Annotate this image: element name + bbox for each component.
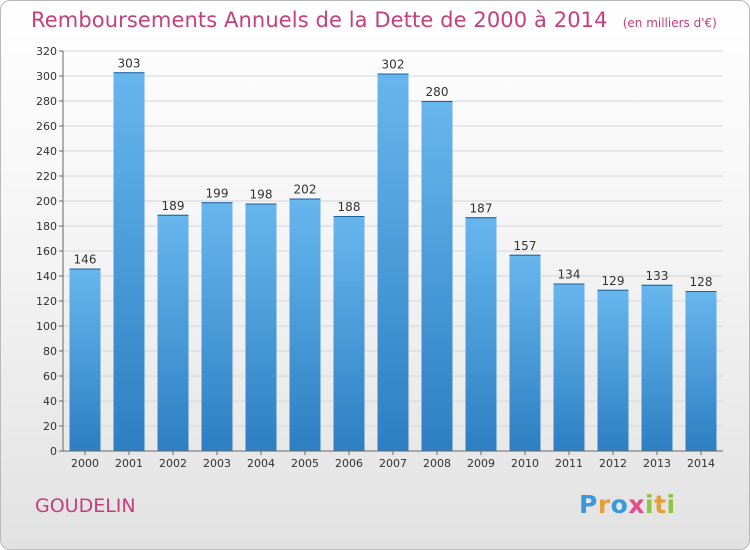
y-tick-label: 160 xyxy=(36,245,57,258)
bar-2014 xyxy=(685,291,717,451)
bar-value-label: 187 xyxy=(470,201,493,215)
bar-2012 xyxy=(597,289,629,451)
commune-name: GOUDELIN xyxy=(35,495,136,517)
chart-title: Remboursements Annuels de la Dette de 20… xyxy=(31,8,608,32)
x-tick-label: 2001 xyxy=(115,457,143,470)
logo-letter: i xyxy=(666,490,676,519)
bar-2000 xyxy=(69,268,101,451)
logo-letter: i xyxy=(645,490,655,519)
x-tick-label: 2011 xyxy=(555,457,583,470)
logo-letter: P xyxy=(579,490,598,519)
x-tick-label: 2013 xyxy=(643,457,671,470)
y-tick-label: 80 xyxy=(43,345,57,358)
x-tick-label: 2007 xyxy=(379,457,407,470)
y-tick-label: 260 xyxy=(36,120,57,133)
x-axis: 2000 2001 2002 2003 2004 2005 2006 2007 2008 2009… xyxy=(63,450,723,470)
y-tick-label: 60 xyxy=(43,370,57,383)
proxiti-logo[interactable]: Proxiti xyxy=(579,490,676,519)
bar-value-label: 128 xyxy=(690,275,713,289)
y-tick-label: 140 xyxy=(36,270,57,283)
bar-2004 xyxy=(245,203,277,451)
x-tick-label: 2006 xyxy=(335,457,363,470)
y-tick-label: 0 xyxy=(50,445,57,458)
bar-2010 xyxy=(509,254,541,451)
bar-2002 xyxy=(157,214,189,451)
bar-2011 xyxy=(553,283,585,451)
x-tick-label: 2012 xyxy=(599,457,627,470)
x-tick-label: 2003 xyxy=(203,457,231,470)
bar-value-label: 302 xyxy=(382,58,405,72)
x-tick-label: 2000 xyxy=(71,457,99,470)
bar-2009 xyxy=(465,217,497,451)
bars: 146 303 189 199 198 202 188 302 280 187 157 134 129 1… xyxy=(69,56,717,451)
y-tick-label: 280 xyxy=(36,95,57,108)
bar-2003 xyxy=(201,202,233,451)
bar-value-label: 157 xyxy=(514,239,537,253)
y-tick-label: 180 xyxy=(36,220,57,233)
x-tick-label: 2002 xyxy=(159,457,187,470)
bar-value-label: 129 xyxy=(602,274,625,288)
y-tick-label: 220 xyxy=(36,170,57,183)
bar-2013 xyxy=(641,284,673,451)
y-tick-label: 100 xyxy=(36,320,57,333)
x-tick-label: 2004 xyxy=(247,457,275,470)
bar-value-label: 198 xyxy=(250,188,273,202)
y-tick-label: 40 xyxy=(43,395,57,408)
y-axis: 0 20 40 60 80 100 120 140 160 180 200 220 240 260 280 3… xyxy=(36,45,64,458)
y-tick-label: 240 xyxy=(36,145,57,158)
y-tick-label: 320 xyxy=(36,45,57,58)
x-tick-label: 2005 xyxy=(291,457,319,470)
bar-2006 xyxy=(333,216,365,451)
bar-value-label: 189 xyxy=(162,199,185,213)
bar-value-label: 303 xyxy=(118,56,141,70)
bar-value-label: 134 xyxy=(558,268,581,282)
bar-value-label: 188 xyxy=(338,200,361,214)
bar-2007 xyxy=(377,73,409,451)
x-tick-label: 2009 xyxy=(467,457,495,470)
logo-letter: x xyxy=(628,490,645,519)
chart-subtitle: (en milliers d'€) xyxy=(622,16,717,30)
y-tick-label: 120 xyxy=(36,295,57,308)
x-tick-label: 2014 xyxy=(687,457,715,470)
x-tick-label: 2010 xyxy=(511,457,539,470)
bar-value-label: 133 xyxy=(646,269,669,283)
logo-letter: t xyxy=(654,490,667,519)
y-tick-label: 300 xyxy=(36,70,57,83)
bar-value-label: 202 xyxy=(294,183,317,197)
bar-2008 xyxy=(421,101,453,451)
y-tick-label: 200 xyxy=(36,195,57,208)
logo-letter: o xyxy=(610,490,629,519)
bar-value-label: 146 xyxy=(74,253,97,267)
bar-2001 xyxy=(113,72,145,451)
y-tick-label: 20 xyxy=(43,420,57,433)
logo-letter: r xyxy=(597,490,611,519)
bar-value-label: 199 xyxy=(206,186,229,200)
bar-value-label: 280 xyxy=(426,85,449,99)
bar-2005 xyxy=(289,198,321,451)
x-tick-label: 2008 xyxy=(423,457,451,470)
title-row: Remboursements Annuels de la Dette de 20… xyxy=(31,8,717,32)
